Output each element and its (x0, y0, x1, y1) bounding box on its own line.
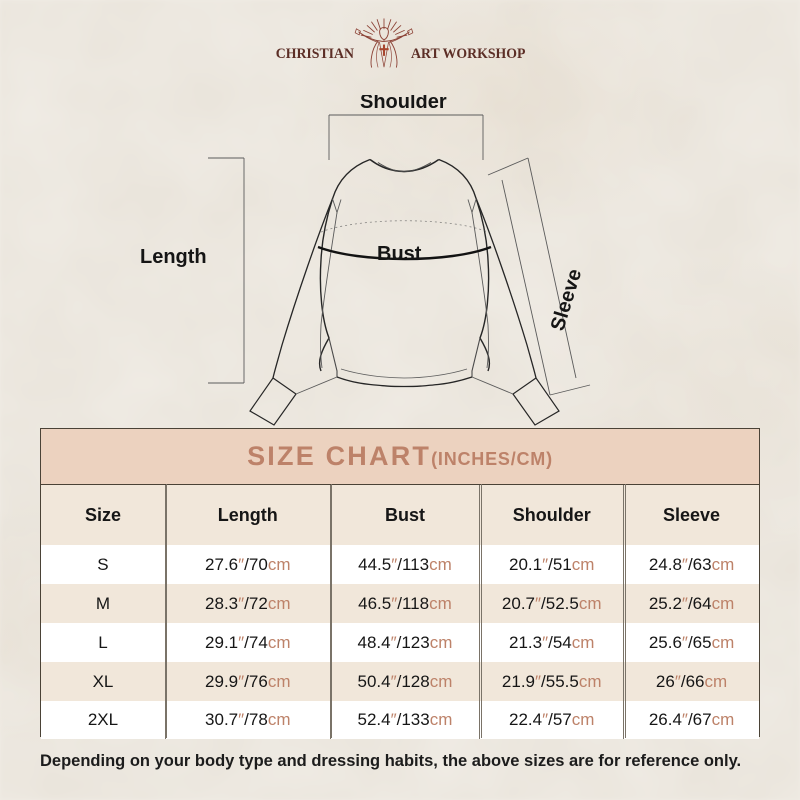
svg-text:Length: Length (140, 246, 207, 268)
svg-text:Sleeve: Sleeve (547, 266, 587, 333)
svg-text:Bust: Bust (377, 243, 422, 265)
svg-text:Shoulder: Shoulder (360, 95, 447, 113)
